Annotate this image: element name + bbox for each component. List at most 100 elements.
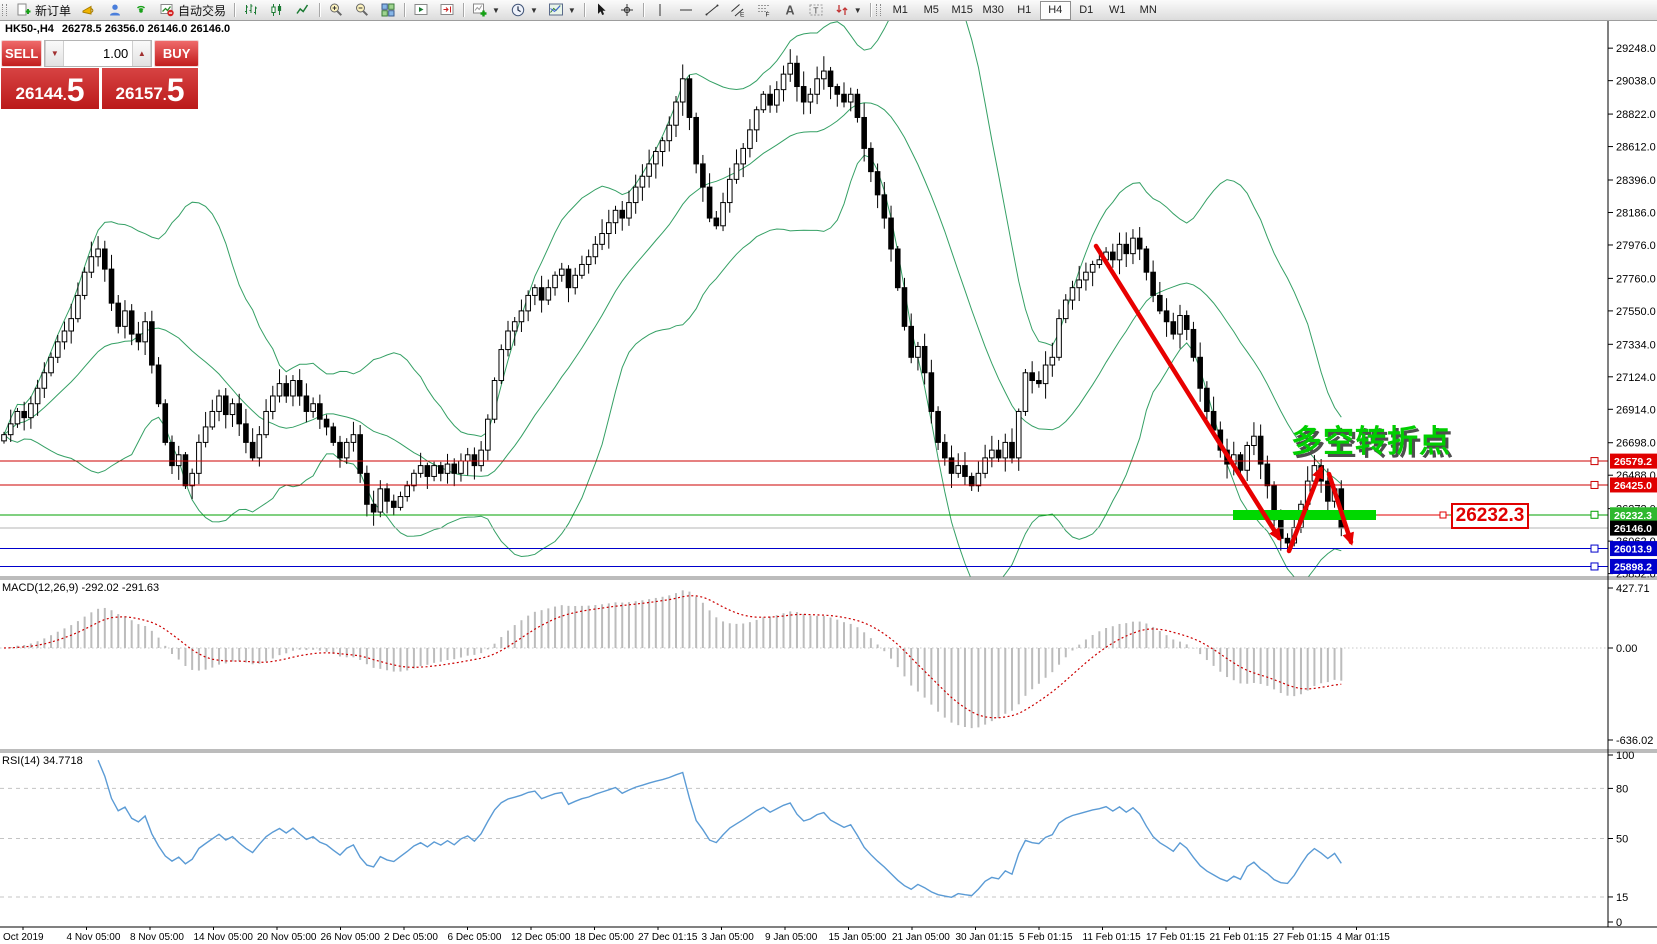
svg-text:Oct 2019: Oct 2019 xyxy=(3,932,44,943)
templates-button[interactable]: ▼ xyxy=(544,0,580,20)
auto-scroll-button[interactable] xyxy=(409,0,433,20)
cursor-button[interactable] xyxy=(589,0,613,20)
svg-text:3 Jan 05:00: 3 Jan 05:00 xyxy=(702,932,755,943)
timeframe-w1-button[interactable]: W1 xyxy=(1108,3,1126,16)
line-chart-mode-button[interactable] xyxy=(291,0,315,20)
zoom-in-icon xyxy=(330,3,343,16)
zoom-in-button[interactable] xyxy=(324,0,348,20)
periods-button[interactable]: ▼ xyxy=(506,0,542,20)
toolbar-separator xyxy=(463,3,465,17)
symbol-name: HK50-,H4 xyxy=(5,23,54,35)
svg-text:T: T xyxy=(813,6,818,16)
text-button[interactable]: A xyxy=(778,0,802,20)
svg-text:30 Jan 01:15: 30 Jan 01:15 xyxy=(956,932,1014,943)
bollinger-middle-band xyxy=(3,102,1342,485)
dropdown-caret-icon: ▼ xyxy=(492,5,500,15)
svg-text:427.71: 427.71 xyxy=(1616,583,1650,595)
indicators-icon xyxy=(473,3,487,17)
equidistant-channel-button[interactable]: E xyxy=(726,0,750,20)
signals-button[interactable] xyxy=(129,0,153,20)
trend-arrow xyxy=(1286,465,1324,554)
svg-text:26914.0: 26914.0 xyxy=(1616,404,1656,416)
timeframe-h4-button[interactable]: H4 xyxy=(1039,0,1071,20)
horizontal-line-button[interactable] xyxy=(674,0,698,20)
chart-shift-button[interactable] xyxy=(435,0,459,20)
crosshair-icon xyxy=(620,4,633,16)
zoom-out-button[interactable] xyxy=(350,0,374,20)
svg-text:100: 100 xyxy=(1616,750,1634,762)
timeframe-h1-button[interactable]: H1 xyxy=(1017,3,1032,16)
toolbar-separator xyxy=(583,3,585,17)
price-badge-26146.0 xyxy=(1610,520,1657,536)
arrows-icon xyxy=(836,5,848,15)
rsi-axis: 100 80 50 15 0 xyxy=(1608,750,1634,929)
line-chart-icon xyxy=(296,4,309,14)
macd-histogram xyxy=(0,590,1608,729)
channel-icon: E xyxy=(730,4,745,19)
level-anchor-square xyxy=(1590,457,1599,466)
megaphone-icon xyxy=(82,5,94,15)
timeframe-mn-button[interactable]: MN xyxy=(1139,3,1157,16)
svg-text:E: E xyxy=(740,12,745,19)
timeframe-m15-button[interactable]: M15 xyxy=(951,3,973,16)
svg-text:27124.0: 27124.0 xyxy=(1616,372,1656,384)
vline-icon xyxy=(659,4,661,16)
dropdown-caret-icon: ▼ xyxy=(567,5,576,15)
svg-text:15: 15 xyxy=(1616,892,1628,904)
macd-axis: 427.71 0.00 -636.02 xyxy=(1608,583,1653,747)
vertical-line-button[interactable] xyxy=(648,0,672,20)
sell-button[interactable]: SELL xyxy=(1,40,43,67)
community-button[interactable] xyxy=(103,0,127,20)
svg-text:11 Feb 01:15: 11 Feb 01:15 xyxy=(1083,932,1142,943)
top-toolbar: 新订单 自动交易 ▼ ▼ ▼ E F A T ▼ M1 M5 M15 M30 H1 H4 D1 W1 MN xyxy=(0,0,1657,21)
new-order-button[interactable]: 新订单 xyxy=(12,0,75,20)
timeframe-m5-button[interactable]: M5 xyxy=(923,3,939,16)
buy-price[interactable]: 26157. 5 xyxy=(102,68,198,109)
svg-text:A: A xyxy=(785,4,794,18)
text-label-button[interactable]: T xyxy=(804,0,828,20)
timeframe-m1-button[interactable]: M1 xyxy=(892,3,908,16)
tile-windows-button[interactable] xyxy=(376,0,400,20)
fibonacci-button[interactable]: F xyxy=(752,0,776,20)
crosshair-button[interactable] xyxy=(615,0,639,20)
svg-text:14 Nov 05:00: 14 Nov 05:00 xyxy=(194,932,254,943)
level-anchor-square xyxy=(1590,510,1599,519)
trend-line-button[interactable] xyxy=(700,0,724,20)
alerts-button[interactable] xyxy=(77,0,101,20)
buy-button[interactable]: BUY xyxy=(154,40,199,67)
svg-text:-636.02: -636.02 xyxy=(1616,735,1653,747)
svg-text:29038.0: 29038.0 xyxy=(1616,76,1656,88)
chart-symbol-header: HK50-,H4 26278.5 26356.0 26146.0 26146.0 xyxy=(5,23,230,35)
svg-text:28396.0: 28396.0 xyxy=(1616,175,1656,187)
toolbar-separator xyxy=(869,3,871,17)
candlestick-mode-button[interactable] xyxy=(265,0,289,20)
trend-arrow xyxy=(1093,243,1282,542)
svg-text:8 Nov 05:00: 8 Nov 05:00 xyxy=(130,932,184,943)
svg-text:28186.0: 28186.0 xyxy=(1616,207,1656,219)
volume-input[interactable] xyxy=(64,41,133,66)
svg-text:27550.0: 27550.0 xyxy=(1616,306,1656,318)
svg-text:29248.0: 29248.0 xyxy=(1616,43,1656,55)
bar-chart-mode-button[interactable] xyxy=(239,0,263,20)
turning-point-annotation: 多空转折点 xyxy=(1291,424,1451,459)
price-badge-26425.0 xyxy=(1610,477,1657,493)
volume-down-button[interactable]: ▼ xyxy=(45,41,65,66)
rsi-name: RSI(14) xyxy=(2,755,40,767)
dropdown-caret-icon: ▼ xyxy=(529,5,538,15)
trendline-icon xyxy=(705,4,719,16)
svg-text:28822.0: 28822.0 xyxy=(1616,109,1656,121)
volume-up-button[interactable]: ▲ xyxy=(132,41,152,66)
svg-text:27334.0: 27334.0 xyxy=(1616,339,1656,351)
macd-value: -292.02 xyxy=(81,582,119,594)
auto-trading-button[interactable]: 自动交易 xyxy=(155,0,230,20)
auto-scroll-icon xyxy=(414,4,428,15)
timeframe-m30-button[interactable]: M30 xyxy=(982,3,1004,16)
level-anchor-square xyxy=(1590,480,1599,489)
timeframe-d1-button[interactable]: D1 xyxy=(1079,3,1094,16)
arrows-button[interactable]: ▼ xyxy=(830,0,866,20)
price-callout-box: 26232.3 xyxy=(1451,503,1529,529)
sell-price[interactable]: 26144. 5 xyxy=(1,68,99,109)
rsi-line xyxy=(97,759,1342,899)
indicators-button[interactable]: ▼ xyxy=(468,0,504,20)
